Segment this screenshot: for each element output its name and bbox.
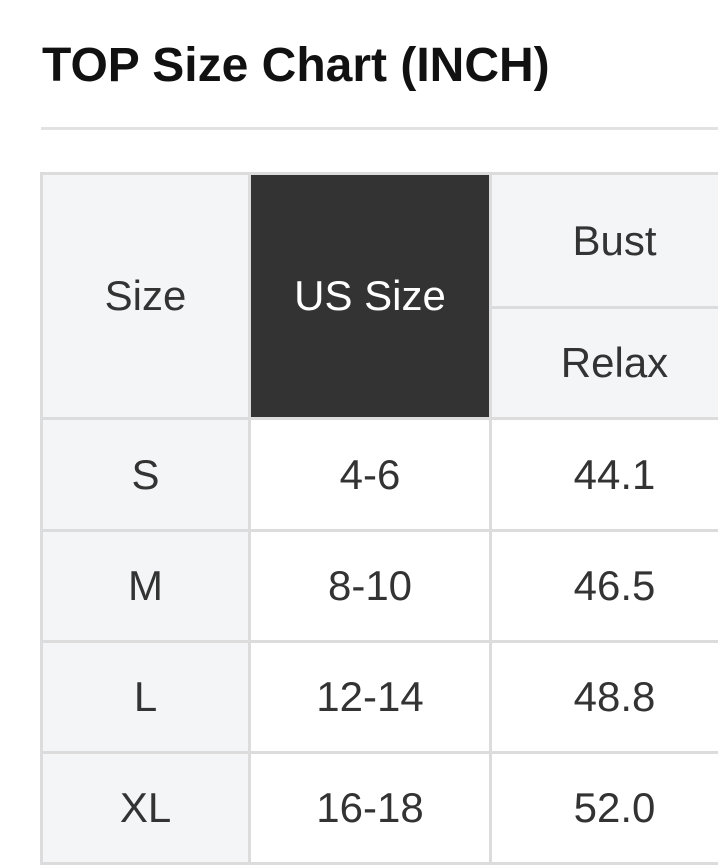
table-row: M 8-10 46.5: [42, 531, 718, 642]
table-row: L 12-14 48.8: [42, 642, 718, 753]
header-bust-relax: Relax: [491, 308, 718, 419]
cell-size: S: [42, 419, 250, 531]
table-row: S 4-6 44.1: [42, 419, 718, 531]
cell-size: XL: [42, 753, 250, 864]
cell-size: L: [42, 642, 250, 753]
cell-bust: 46.5: [491, 531, 718, 642]
cell-bust: 48.8: [491, 642, 718, 753]
table-row: XL 16-18 52.0: [42, 753, 718, 864]
cell-us-size: 8-10: [250, 531, 491, 642]
page-title: TOP Size Chart (INCH): [42, 36, 550, 96]
cell-bust: 52.0: [491, 753, 718, 864]
size-chart-table: Size US Size Bust Relax S 4-6 44.1 M 8-1…: [40, 172, 718, 865]
cell-bust: 44.1: [491, 419, 718, 531]
cell-us-size: 4-6: [250, 419, 491, 531]
divider: [41, 127, 718, 130]
header-us-size: US Size: [250, 174, 491, 419]
cell-size: M: [42, 531, 250, 642]
cell-us-size: 12-14: [250, 642, 491, 753]
header-bust: Bust: [491, 174, 718, 308]
header-size: Size: [42, 174, 250, 419]
cell-us-size: 16-18: [250, 753, 491, 864]
